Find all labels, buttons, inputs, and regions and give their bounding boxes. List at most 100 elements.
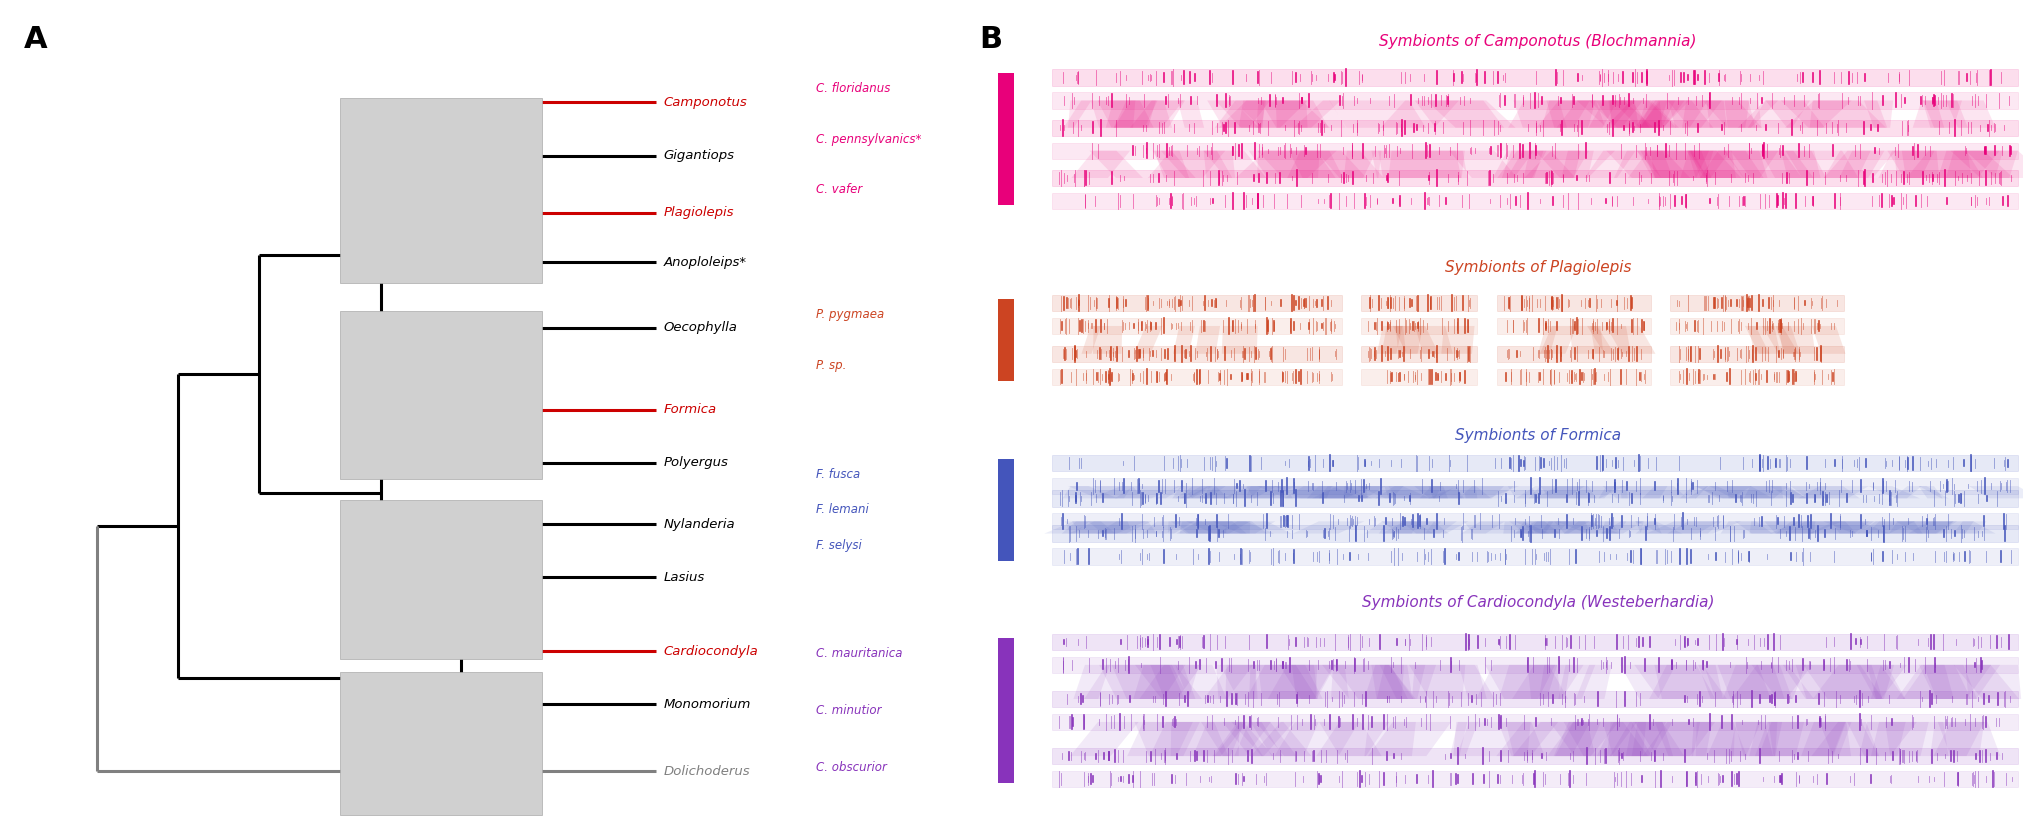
Polygon shape: [1612, 151, 1707, 178]
Polygon shape: [1289, 151, 1343, 178]
Polygon shape: [1072, 522, 1155, 534]
Polygon shape: [1394, 326, 1406, 354]
Polygon shape: [1540, 522, 1626, 534]
Polygon shape: [1070, 151, 1129, 178]
Polygon shape: [1096, 522, 1194, 534]
Polygon shape: [1800, 722, 1845, 756]
Polygon shape: [1179, 522, 1228, 534]
Polygon shape: [1511, 722, 1618, 756]
Polygon shape: [1204, 665, 1252, 699]
Polygon shape: [1584, 151, 1635, 178]
Bar: [1361, 295, 1477, 311]
Bar: [1052, 192, 2017, 209]
Polygon shape: [1206, 101, 1256, 128]
Polygon shape: [1173, 522, 1246, 534]
Polygon shape: [1364, 722, 1416, 756]
Polygon shape: [1705, 722, 1760, 756]
Polygon shape: [1214, 101, 1270, 128]
Polygon shape: [1758, 722, 1845, 756]
Polygon shape: [1724, 151, 1800, 178]
Polygon shape: [1222, 326, 1256, 354]
Polygon shape: [1869, 665, 1894, 699]
Bar: [1052, 657, 2017, 673]
Polygon shape: [1414, 486, 1491, 498]
Text: F. lemani: F. lemani: [815, 504, 868, 516]
Polygon shape: [1754, 722, 1851, 756]
Polygon shape: [1179, 486, 1210, 498]
Polygon shape: [1778, 326, 1815, 354]
Polygon shape: [1685, 486, 1750, 498]
Text: Formica: Formica: [664, 403, 716, 416]
Polygon shape: [1728, 722, 1782, 756]
Polygon shape: [1867, 486, 1920, 498]
Polygon shape: [1542, 101, 1594, 128]
Polygon shape: [1748, 101, 1809, 128]
Polygon shape: [1293, 522, 1364, 534]
Polygon shape: [1535, 101, 1635, 128]
Polygon shape: [1730, 665, 1811, 699]
Polygon shape: [1343, 151, 1382, 178]
Bar: [1052, 318, 1341, 334]
Polygon shape: [1635, 522, 1722, 534]
Bar: [340, 311, 542, 479]
Polygon shape: [1408, 665, 1495, 699]
Bar: [340, 672, 542, 815]
Polygon shape: [1497, 151, 1533, 178]
Polygon shape: [1918, 665, 1970, 699]
Polygon shape: [1768, 722, 1851, 756]
Polygon shape: [1533, 151, 1576, 178]
Polygon shape: [1157, 486, 1212, 498]
Bar: [1052, 513, 2017, 529]
Polygon shape: [1068, 522, 1151, 534]
Polygon shape: [1293, 486, 1368, 498]
Polygon shape: [1204, 151, 1234, 178]
Polygon shape: [1922, 101, 1966, 128]
Polygon shape: [1667, 522, 1718, 534]
Polygon shape: [1084, 665, 1185, 699]
Polygon shape: [1169, 722, 1238, 756]
Polygon shape: [1220, 665, 1323, 699]
Polygon shape: [1274, 722, 1357, 756]
Text: C. floridanus: C. floridanus: [815, 83, 890, 96]
Polygon shape: [1461, 522, 1505, 534]
Polygon shape: [1414, 326, 1453, 354]
Polygon shape: [1718, 665, 1770, 699]
Polygon shape: [1762, 326, 1798, 354]
Polygon shape: [1590, 326, 1631, 354]
Polygon shape: [1774, 326, 1798, 354]
Polygon shape: [1588, 101, 1616, 128]
Polygon shape: [1177, 101, 1204, 128]
Polygon shape: [1596, 722, 1665, 756]
Polygon shape: [1509, 522, 1560, 534]
Polygon shape: [1192, 722, 1244, 756]
Polygon shape: [1964, 151, 2023, 178]
Polygon shape: [1256, 486, 1359, 498]
Polygon shape: [1495, 722, 1558, 756]
Text: Nylanderia: Nylanderia: [664, 518, 734, 531]
Polygon shape: [1179, 486, 1228, 498]
Text: Symbionts of Camponotus (Blochmannia): Symbionts of Camponotus (Blochmannia): [1380, 34, 1695, 49]
Polygon shape: [1639, 101, 1722, 128]
Polygon shape: [1092, 326, 1121, 354]
Polygon shape: [1475, 665, 1554, 699]
Polygon shape: [1485, 665, 1568, 699]
Polygon shape: [1113, 101, 1183, 128]
Polygon shape: [1169, 522, 1266, 534]
Text: Anoploleips*: Anoploleips*: [664, 256, 746, 269]
Bar: [1669, 318, 1843, 334]
Polygon shape: [1770, 486, 1807, 498]
Bar: [997, 459, 1014, 561]
Polygon shape: [1643, 722, 1713, 756]
Polygon shape: [1283, 486, 1384, 498]
Polygon shape: [1540, 326, 1576, 354]
Polygon shape: [1426, 486, 1519, 498]
Polygon shape: [1554, 722, 1590, 756]
Polygon shape: [1748, 522, 1815, 534]
Polygon shape: [1823, 151, 1883, 178]
Bar: [1052, 70, 2017, 86]
Polygon shape: [1224, 665, 1256, 699]
Bar: [1052, 170, 2017, 186]
Polygon shape: [1865, 665, 1952, 699]
Polygon shape: [1896, 522, 1995, 534]
Text: Symbionts of Plagiolepis: Symbionts of Plagiolepis: [1444, 260, 1631, 274]
